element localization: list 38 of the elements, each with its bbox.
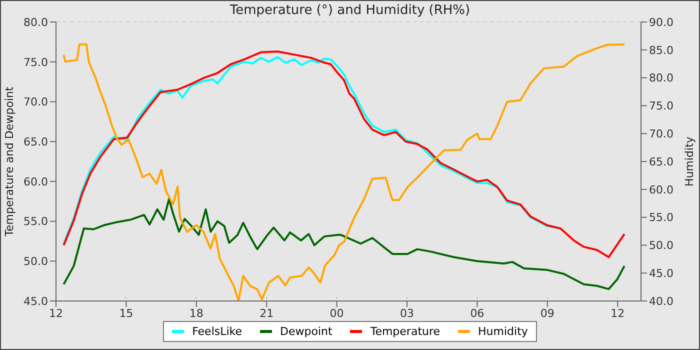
- legend-label: Dewpoint: [280, 325, 332, 338]
- y2-tick-label: 65.0: [649, 155, 674, 168]
- y2-tick-label: 80.0: [649, 72, 674, 85]
- y2-tick-label: 85.0: [649, 44, 674, 57]
- y-tick-label: 55.0: [24, 215, 48, 228]
- x-tick-label: 15: [119, 306, 134, 320]
- x-tick-label: 03: [400, 306, 414, 320]
- legend-label: FeelsLike: [192, 325, 242, 338]
- x-tick-label: 21: [260, 306, 274, 320]
- y-tick-label: 70.0: [24, 96, 48, 109]
- legend-label: Temperature: [370, 325, 440, 338]
- y2-tick-label: 70.0: [649, 128, 674, 141]
- line-series: [62, 43, 626, 301]
- y-tick-label: 80.0: [24, 16, 48, 29]
- y2-tick-label: 90.0: [649, 16, 674, 29]
- y-tick-label: 65.0: [24, 135, 48, 148]
- y2-tick-label: 75.0: [649, 100, 674, 113]
- line-series: [62, 50, 626, 258]
- legend-label: Humidity: [478, 325, 528, 338]
- chart-title: Temperature (°) and Humidity (RH%): [230, 3, 470, 18]
- line-series: [62, 198, 626, 290]
- x-tick-label: 12: [49, 306, 63, 320]
- y-axis-title: Temperature and Dewpoint: [2, 86, 16, 238]
- y-tick-label: 75.0: [24, 56, 48, 69]
- y2-tick-label: 55.0: [649, 211, 674, 224]
- y2-tick-label: 40.0: [649, 294, 674, 308]
- y2-tick-label: 50.0: [649, 239, 674, 252]
- y-tick-label: 50.0: [24, 255, 48, 268]
- y-tick-label: 60.0: [24, 175, 48, 188]
- y-tick-label: 45.0: [24, 294, 48, 308]
- x-tick-label: 12: [610, 306, 625, 320]
- x-tick-label: 00: [330, 306, 344, 320]
- x-tick-label: 18: [189, 306, 204, 320]
- y2-tick-label: 45.0: [649, 267, 674, 280]
- y2-tick-label: 60.0: [649, 183, 674, 196]
- x-tick-label: 06: [470, 306, 484, 320]
- x-tick-label: 09: [540, 306, 554, 320]
- y2-axis-title: Humidity: [682, 136, 696, 186]
